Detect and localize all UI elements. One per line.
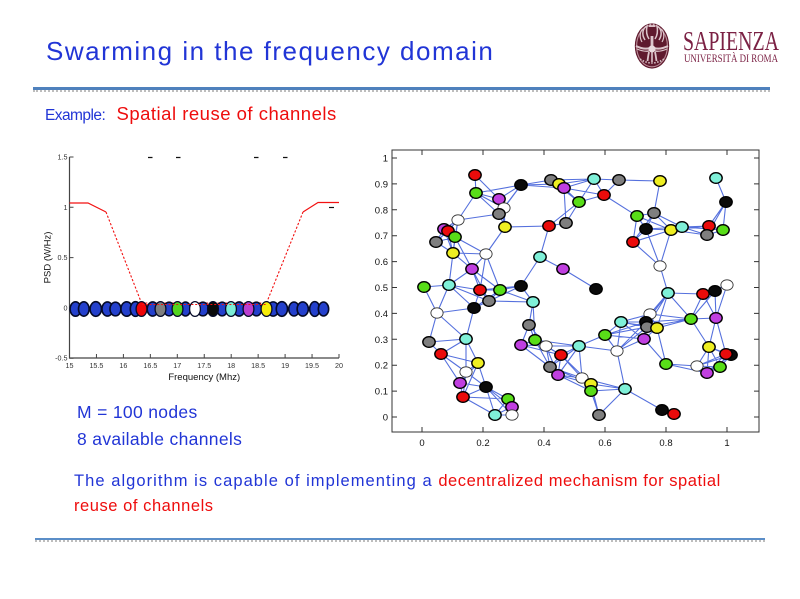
svg-text:0.8: 0.8 [375, 205, 388, 216]
svg-text:16.5: 16.5 [143, 361, 157, 370]
svg-text:16: 16 [119, 361, 127, 370]
svg-text:15.5: 15.5 [89, 361, 103, 370]
svg-text:0: 0 [64, 303, 68, 312]
svg-text:1: 1 [383, 154, 388, 165]
svg-text:0.5: 0.5 [375, 283, 388, 294]
svg-text:20: 20 [335, 361, 343, 370]
svg-text:0.4: 0.4 [375, 309, 388, 320]
svg-text:0.4: 0.4 [537, 438, 550, 449]
svg-text:-0.5: -0.5 [55, 354, 67, 363]
svg-text:UNIVERSITÀ DI ROMA: UNIVERSITÀ DI ROMA [684, 51, 778, 65]
svg-text:1.5: 1.5 [58, 153, 68, 162]
svg-text:17.5: 17.5 [197, 361, 211, 370]
svg-text:15: 15 [66, 361, 74, 370]
svg-text:0.5: 0.5 [58, 253, 68, 262]
svg-text:0.9: 0.9 [375, 179, 388, 190]
svg-text:19.5: 19.5 [305, 361, 319, 370]
svg-text:PSD (W/Hz): PSD (W/Hz) [43, 232, 54, 284]
svg-text:0.3: 0.3 [375, 335, 388, 346]
svg-text:0.8: 0.8 [659, 438, 672, 449]
svg-text:0: 0 [419, 438, 424, 449]
svg-text:0.7: 0.7 [375, 231, 388, 242]
svg-text:18: 18 [227, 361, 235, 370]
svg-text:0.6: 0.6 [375, 257, 388, 268]
svg-text:SAPIENZA: SAPIENZA [683, 26, 779, 56]
svg-text:Frequency (Mhz): Frequency (Mhz) [168, 372, 240, 383]
svg-text:0: 0 [383, 413, 388, 424]
svg-text:1: 1 [724, 438, 729, 449]
svg-text:0.1: 0.1 [375, 387, 388, 398]
svg-text:0.2: 0.2 [476, 438, 489, 449]
svg-text:0.6: 0.6 [598, 438, 611, 449]
svg-text:19: 19 [281, 361, 289, 370]
svg-text:18.5: 18.5 [251, 361, 265, 370]
svg-text:0.2: 0.2 [375, 361, 388, 372]
svg-text:17: 17 [173, 361, 181, 370]
svg-text:1: 1 [64, 203, 68, 212]
